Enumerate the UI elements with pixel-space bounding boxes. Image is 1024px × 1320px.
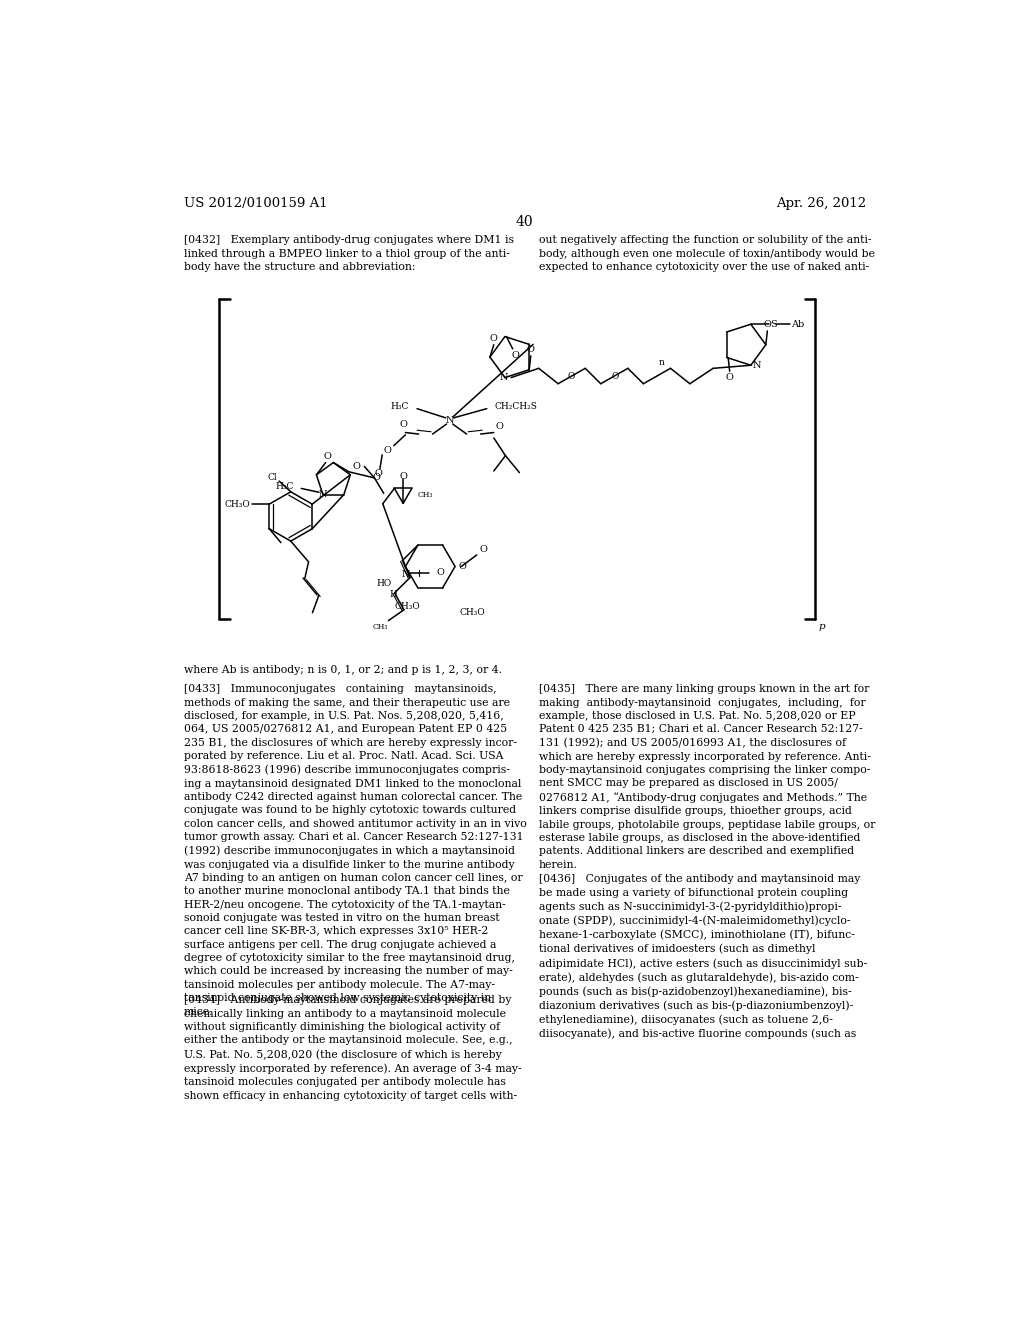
Text: N: N xyxy=(753,360,761,370)
Text: CH₃O: CH₃O xyxy=(225,500,251,508)
Text: O: O xyxy=(726,374,733,381)
Text: Cl: Cl xyxy=(268,474,278,482)
Text: H₃C: H₃C xyxy=(391,401,410,411)
Text: N: N xyxy=(318,490,327,499)
Text: CH₃O: CH₃O xyxy=(394,602,420,611)
Text: O: O xyxy=(764,321,771,329)
Text: US 2012/0100159 A1: US 2012/0100159 A1 xyxy=(183,197,328,210)
Text: O: O xyxy=(512,351,520,359)
Text: O: O xyxy=(399,473,408,480)
Text: CH₂CH₂S: CH₂CH₂S xyxy=(495,401,538,411)
Text: O: O xyxy=(324,451,331,461)
Text: O: O xyxy=(611,371,618,380)
Text: O: O xyxy=(384,446,391,454)
Text: O: O xyxy=(489,334,498,343)
Text: Apr. 26, 2012: Apr. 26, 2012 xyxy=(775,197,866,210)
Text: O: O xyxy=(459,562,467,572)
Text: O: O xyxy=(372,474,380,482)
Text: O: O xyxy=(352,462,360,471)
Text: N: N xyxy=(401,570,410,579)
Text: [0435]   There are many linking groups known in the art for
making  antibody-may: [0435] There are many linking groups kno… xyxy=(539,684,876,870)
Text: O: O xyxy=(480,545,487,554)
Text: S: S xyxy=(770,319,777,329)
Text: [0433]   Immunoconjugates   containing   maytansinoids,
methods of making the sa: [0433] Immunoconjugates containing mayta… xyxy=(183,684,526,1016)
Text: O: O xyxy=(567,371,575,380)
Text: O: O xyxy=(496,422,503,430)
Text: out negatively affecting the function or solubility of the anti-
body, although : out negatively affecting the function or… xyxy=(539,235,874,272)
Text: 40: 40 xyxy=(516,215,534,228)
Text: N: N xyxy=(445,416,454,425)
Text: CH₃: CH₃ xyxy=(418,491,433,499)
Text: O: O xyxy=(526,346,535,354)
Text: O: O xyxy=(436,568,444,577)
Text: O: O xyxy=(399,420,408,429)
Text: H: H xyxy=(390,590,397,599)
Text: Ab: Ab xyxy=(792,319,805,329)
Text: O: O xyxy=(375,469,382,478)
Text: [0432]   Exemplary antibody-drug conjugates where DM1 is
linked through a BMPEO : [0432] Exemplary antibody-drug conjugate… xyxy=(183,235,514,272)
Text: p: p xyxy=(818,622,825,631)
Text: H₃C: H₃C xyxy=(275,482,294,491)
Text: CH₃O: CH₃O xyxy=(460,609,485,618)
Text: HO: HO xyxy=(376,579,391,587)
Text: [0436]   Conjugates of the antibody and maytansinoid may
be made using a variety: [0436] Conjugates of the antibody and ma… xyxy=(539,875,867,1039)
Text: n: n xyxy=(658,358,665,367)
Text: [0434]   Antibody-maytansinoid conjugates are prepared by
chemically linking an : [0434] Antibody-maytansinoid conjugates … xyxy=(183,995,521,1101)
Text: CH₃: CH₃ xyxy=(373,623,388,631)
Text: where Ab is antibody; n is 0, 1, or 2; and p is 1, 2, 3, or 4.: where Ab is antibody; n is 0, 1, or 2; a… xyxy=(183,665,502,675)
Text: N: N xyxy=(500,374,508,381)
